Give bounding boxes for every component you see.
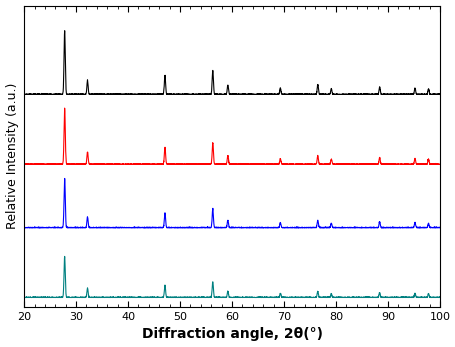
- X-axis label: Diffraction angle, 2θ(°): Diffraction angle, 2θ(°): [141, 328, 322, 341]
- Y-axis label: Relative Intensity (a.u.): Relative Intensity (a.u.): [5, 83, 19, 229]
